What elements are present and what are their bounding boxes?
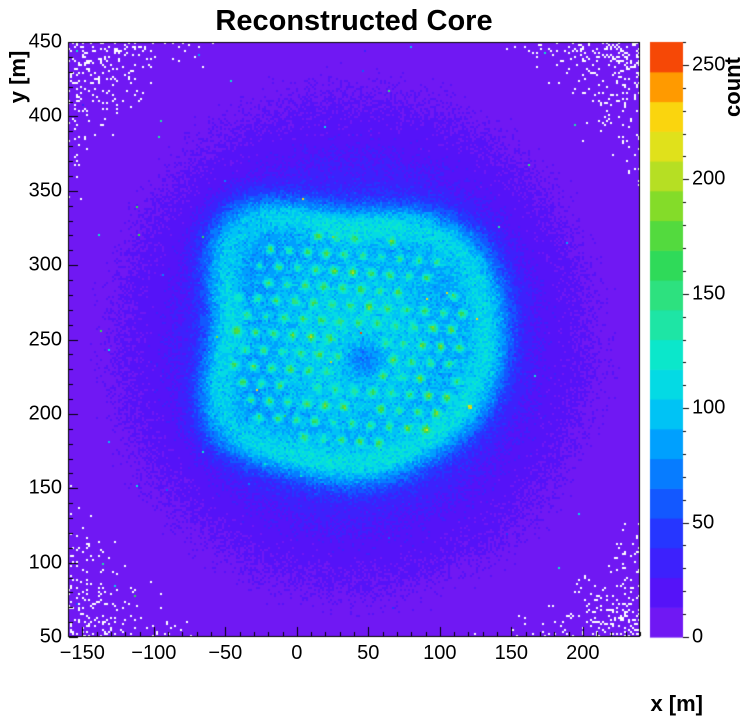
x-tick-label: 100 [423, 642, 457, 664]
x-tick-label: −150 [59, 642, 105, 664]
y-tick-label: 450 [28, 30, 62, 53]
x-tick-label: 150 [494, 642, 528, 664]
z-tick-label: 50 [692, 511, 715, 534]
y-tick-label: 350 [28, 179, 62, 202]
y-tick-label: 100 [28, 551, 62, 574]
x-axis-title: x [m] [650, 691, 703, 716]
y-tick-label: 150 [28, 476, 62, 499]
y-tick-label: 200 [28, 402, 62, 425]
y-axis-title: y [m] [5, 50, 30, 104]
y-tick-label: 300 [28, 253, 62, 276]
z-tick-label: 0 [692, 625, 704, 648]
x-tick-label: −100 [131, 642, 177, 664]
y-tick-label: 400 [28, 104, 62, 127]
z-tick-label: 250 [692, 53, 726, 76]
x-tick-label: 0 [291, 642, 303, 664]
y-tick-label: 50 [39, 625, 62, 648]
plot-title: Reconstructed Core [215, 5, 493, 37]
z-tick-label: 150 [692, 282, 726, 305]
x-tick-label: −50 [208, 642, 243, 664]
z-tick-label: 200 [692, 167, 726, 190]
z-tick-label: 100 [692, 396, 726, 419]
y-tick-label: 250 [28, 328, 62, 350]
x-tick-label: 50 [357, 642, 380, 664]
x-tick-label: 200 [566, 642, 600, 664]
